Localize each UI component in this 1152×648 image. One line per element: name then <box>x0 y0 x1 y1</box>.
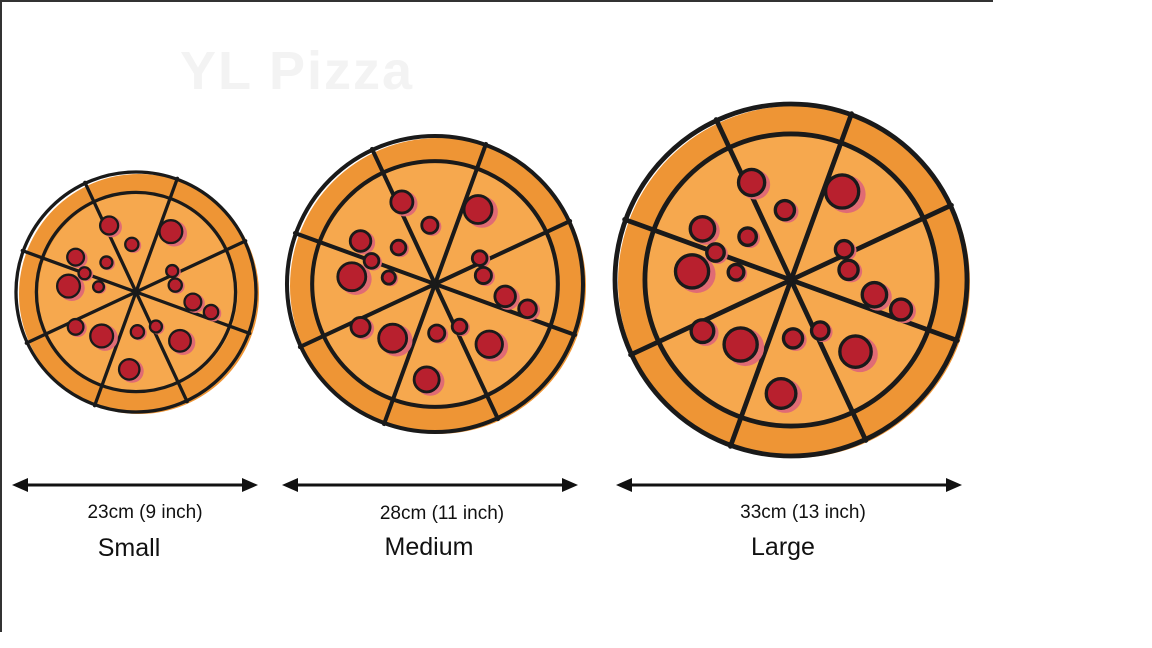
dimension-label-large: 33cm (13 inch) <box>740 502 866 523</box>
size-label-large: Large <box>751 533 815 561</box>
size-label-medium: Medium <box>384 533 474 561</box>
dimension-label-small: 23cm (9 inch) <box>87 502 203 523</box>
watermark: YL Pizza <box>180 41 415 101</box>
pizza-small-icon <box>14 170 259 414</box>
top-border-line <box>0 0 993 2</box>
left-border-line <box>0 0 2 632</box>
dimension-arrow-large <box>616 478 962 492</box>
dimension-arrow-small <box>12 478 258 492</box>
dimension-label-medium: 28cm (11 inch) <box>379 503 505 524</box>
size-label-small: Small <box>97 534 161 562</box>
pizza-medium-icon <box>284 133 586 435</box>
pizza-large-icon <box>612 101 970 459</box>
dimension-arrow-medium <box>282 478 578 492</box>
